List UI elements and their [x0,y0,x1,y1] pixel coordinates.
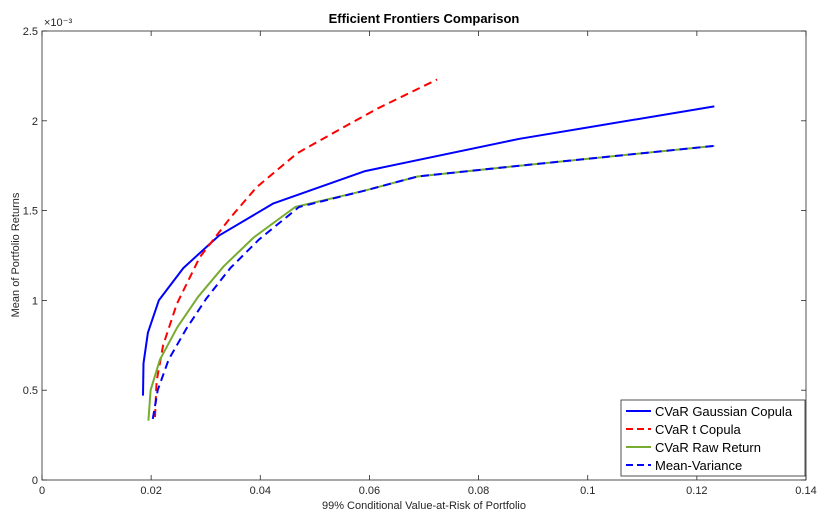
legend-box [620,399,806,477]
x-tick-label: 0 [39,485,45,497]
y-axis-exponent: ×10⁻³ [44,17,72,29]
x-tick-label: 0.04 [250,485,271,497]
x-tick-label: 0.14 [795,485,816,497]
x-axis-label: 99% Conditional Value-at-Risk of Portfol… [322,500,526,512]
legend-label: Mean-Variance [655,458,742,473]
y-axis-label: Mean of Portfolio Returns [10,192,22,317]
legend: CVaR Gaussian Copula CVaR t Copula CVaR Ra… [620,399,806,477]
x-tick-label: 0.06 [359,485,380,497]
chart-title: Efficient Frontiers Comparison [329,11,520,26]
series-line-cvar-gaussian-copula [142,105,715,396]
series-line-mean-variance [151,144,715,420]
series-layer [142,78,715,421]
y-axis-ticks: 0 0.5 1 1.5 2 2.5 [23,26,806,487]
legend-label: CVaR Gaussian Copula [655,404,793,419]
x-axis-ticks: 0 0.02 0.04 0.06 0.08 0.1 0.12 0.14 [39,31,817,497]
y-tick-label: 2.5 [23,26,38,38]
y-tick-label: 2 [32,116,38,128]
x-tick-label: 0.02 [140,485,161,497]
y-tick-label: 1.5 [23,206,38,218]
x-tick-label: 0.08 [468,485,489,497]
x-tick-label: 0.1 [580,485,595,497]
legend-label: CVaR t Copula [655,422,742,437]
series-line-cvar-t-copula [154,78,438,418]
y-tick-label: 0.5 [23,385,38,397]
y-tick-label: 1 [32,295,38,307]
legend-label: CVaR Raw Return [655,440,761,455]
x-tick-label: 0.12 [686,485,707,497]
y-tick-label: 0 [32,475,38,487]
